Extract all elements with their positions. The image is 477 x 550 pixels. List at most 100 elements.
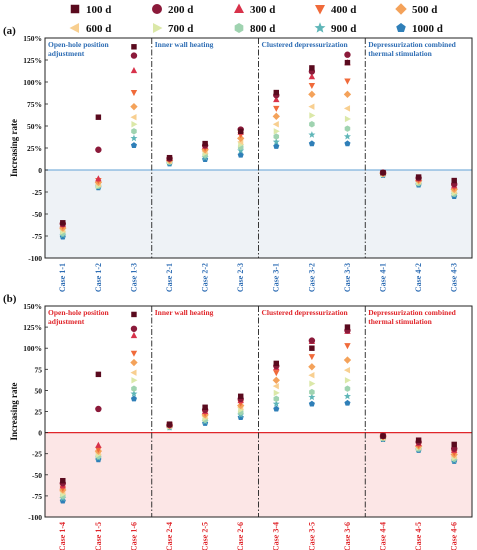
data-point xyxy=(273,405,280,412)
category-label: Case 2-4 xyxy=(165,522,174,550)
data-point xyxy=(380,433,386,439)
y-tick-label: 75% xyxy=(27,100,42,109)
legend-label: 400 d xyxy=(331,4,356,16)
data-point xyxy=(309,65,315,71)
legend-label: 900 d xyxy=(331,23,356,35)
data-point xyxy=(202,140,208,147)
data-point xyxy=(60,220,66,226)
panel-b: -100 -75 -50 -25 0 25 50 75 100% 125% 150% Increasi… xyxy=(3,293,473,550)
y-tick-label: -50 xyxy=(32,210,42,219)
data-point xyxy=(272,112,280,120)
data-point xyxy=(451,441,457,448)
legend-marker xyxy=(69,23,79,33)
category-label: Case 4-3 xyxy=(450,263,459,292)
legend-marker xyxy=(70,4,80,14)
data-point xyxy=(308,73,316,80)
category-label: Case 4-4 xyxy=(378,522,387,550)
category-label: Case 2-2 xyxy=(201,263,210,292)
y-tick-label: 75 xyxy=(35,365,43,374)
legend-label: 300 d xyxy=(250,4,275,16)
data-point xyxy=(308,400,315,407)
data-point xyxy=(344,343,351,350)
data-point xyxy=(237,151,244,158)
data-point xyxy=(273,370,280,377)
data-point xyxy=(272,121,279,128)
data-point xyxy=(309,112,316,119)
group-label: thermal stimulation xyxy=(368,317,432,326)
data-point xyxy=(272,138,280,145)
data-point xyxy=(308,354,316,361)
data-point xyxy=(273,105,280,112)
y-tick-label: 25 xyxy=(35,408,43,417)
data-point xyxy=(130,52,138,59)
group-label: Open-hole position xyxy=(48,40,109,49)
y-tick-label: 100% xyxy=(23,78,42,87)
data-point xyxy=(343,366,351,374)
data-point xyxy=(131,44,137,50)
category-label: Case 3-1 xyxy=(272,263,281,292)
data-point xyxy=(60,477,66,484)
y-axis-label: Increasing rate xyxy=(9,382,19,440)
group-label: Open-hole position xyxy=(48,308,109,317)
group-label: Clustered depressurization xyxy=(262,40,349,49)
data-point xyxy=(344,399,351,406)
data-point xyxy=(343,90,352,98)
data-point xyxy=(130,369,137,376)
y-tick-label: -50 xyxy=(32,471,42,480)
y-tick-label: 125% xyxy=(23,56,42,65)
data-point xyxy=(272,400,280,407)
data-point xyxy=(130,325,138,332)
data-point xyxy=(130,332,138,339)
y-tick-label: 125% xyxy=(23,323,42,332)
legend-label: 1000 d xyxy=(412,23,443,35)
data-point xyxy=(308,131,316,138)
data-point xyxy=(344,324,351,330)
legend-label: 800 d xyxy=(250,23,275,35)
y-tick-label: -100 xyxy=(28,254,42,263)
category-label: Case 3-4 xyxy=(272,522,281,550)
data-point xyxy=(131,377,138,384)
category-label: Case 1-5 xyxy=(94,522,103,550)
data-point xyxy=(451,177,457,184)
group-label: Inner wall heating xyxy=(155,40,214,49)
legend-marker xyxy=(234,23,244,33)
legend-label: 200 d xyxy=(168,4,193,16)
y-tick-label: 50 xyxy=(35,386,43,395)
data-point xyxy=(95,146,102,153)
legend-label: 100 d xyxy=(86,4,111,16)
legend-marker xyxy=(153,23,163,33)
data-point xyxy=(202,404,208,410)
category-label: Case 2-1 xyxy=(165,263,174,292)
legend-label: 700 d xyxy=(168,23,193,35)
data-point xyxy=(344,125,351,132)
legend-label: 600 d xyxy=(86,23,111,35)
category-label: Case 1-1 xyxy=(58,263,67,292)
data-point xyxy=(272,376,280,384)
category-label: Case 1-2 xyxy=(94,263,103,292)
legend: 100 d 200 d 300 d 400 d 500 d 600 d 700 d 800 d… xyxy=(69,3,443,35)
data-point xyxy=(130,390,138,397)
data-point xyxy=(130,90,138,97)
data-point xyxy=(344,51,351,58)
data-point xyxy=(131,311,137,318)
y-tick-label: -25 xyxy=(32,450,42,459)
data-point xyxy=(308,372,315,379)
data-point xyxy=(131,121,138,128)
data-point xyxy=(95,114,102,120)
category-label: Case 3-3 xyxy=(343,263,352,292)
data-point xyxy=(130,350,138,357)
data-point xyxy=(344,140,351,147)
category-label: Case 4-1 xyxy=(378,263,387,292)
category-label: Case 3-6 xyxy=(343,522,352,550)
category-label: Case 3-5 xyxy=(307,522,316,550)
data-point xyxy=(308,337,316,344)
y-tick-label: 150% xyxy=(23,34,42,43)
data-point xyxy=(273,128,280,135)
data-point xyxy=(308,363,316,371)
data-point xyxy=(343,392,351,400)
y-tick-label: 0 xyxy=(38,166,42,175)
panel-a: -100 -75 -50 -25 0 25% 50% 75% 100% 125% 150% Incre… xyxy=(3,25,473,292)
group-label: Clustered depressurization xyxy=(262,308,349,317)
data-point xyxy=(130,142,137,148)
data-point xyxy=(415,174,422,180)
